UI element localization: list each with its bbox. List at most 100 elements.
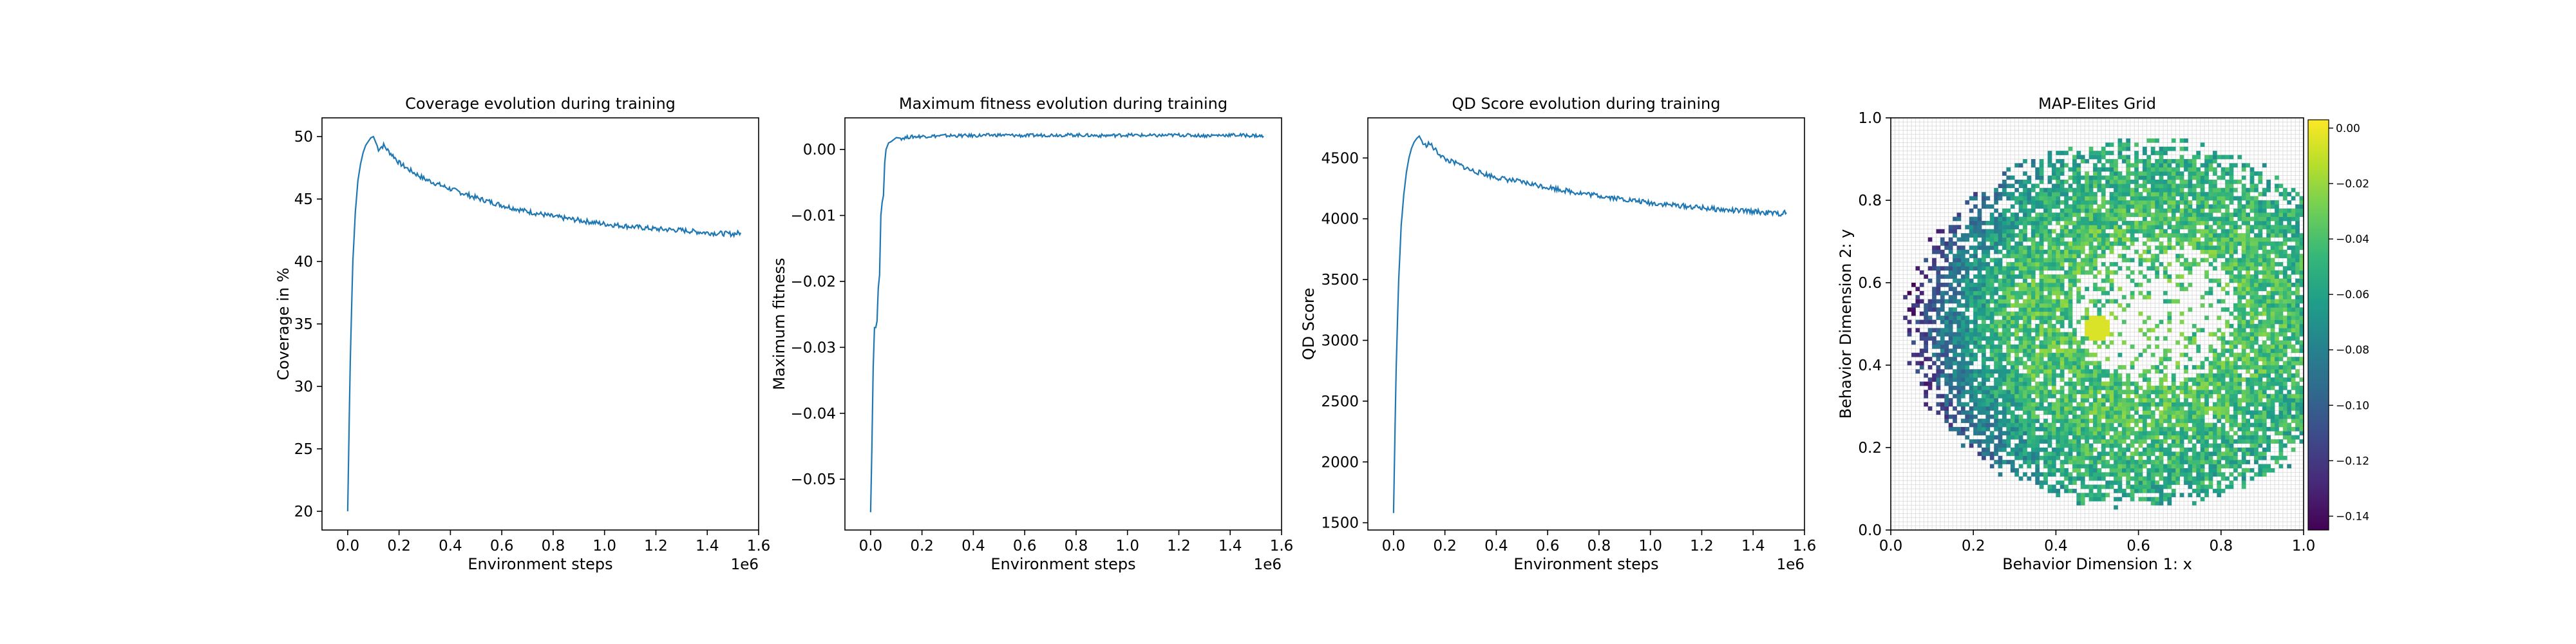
heatmap-cell [1940,393,1945,399]
heatmap-cell [2143,242,2147,246]
heatmap-cell [1994,369,1998,374]
heatmap-cell [2254,184,2259,189]
heatmap-cell [1973,274,1978,279]
heatmap-cell [2043,340,2048,345]
heatmap-cell [2262,406,2267,411]
heatmap-cell [2179,419,2184,423]
heatmap-cell [2266,242,2271,246]
heatmap-cell [1969,410,1974,415]
heatmap-cell [2241,262,2246,267]
heatmap-cell [2237,435,2242,440]
heatmap-cell [2027,398,2032,402]
heatmap-cell [2204,175,2209,180]
heatmap-cell [2167,406,2172,411]
heatmap-cell [2006,348,2011,354]
heatmap-cell [2163,348,2168,354]
heatmap-cell [2027,455,2032,460]
heatmap-cell [1965,266,1970,271]
heatmap-cell [2060,427,2065,431]
heatmap-cell [1948,328,1953,333]
heatmap-cell [2184,393,2188,399]
heatmap-cell [2056,254,2061,258]
heatmap-cell [1932,345,1937,349]
heatmap-cell [2114,476,2118,481]
heatmap-cell [2006,460,2011,464]
heatmap-cell [2097,460,2102,464]
heatmap-cell [2150,213,2155,217]
heatmap-cell [2208,345,2213,349]
heatmap-cell [2138,373,2143,378]
heatmap-cell [2068,184,2073,189]
heatmap-cell [1919,299,1924,304]
heatmap-cell [1953,348,1957,354]
heatmap-cell [2114,242,2118,246]
heatmap-cell [2155,167,2159,172]
heatmap-cell [2171,427,2176,431]
heatmap-cell [2200,249,2205,254]
heatmap-cell [2097,377,2102,382]
heatmap-cell [2060,410,2065,415]
heatmap-cell [1969,262,1974,267]
heatmap-cell [2159,187,2164,193]
heatmap-cell [2278,295,2284,299]
heatmap-cell [1965,290,1970,296]
heatmap-cell [2121,451,2126,457]
heatmap-cell [2233,196,2238,201]
heatmap-cell [2217,386,2222,390]
heatmap-cell [2031,216,2036,222]
heatmap-cell [2246,398,2250,402]
heatmap-cell [2097,311,2102,316]
heatmap-cell [2072,464,2077,469]
heatmap-cell [2134,393,2139,399]
heatmap-cell [2237,410,2242,415]
heatmap-cell [2175,422,2180,428]
heatmap-cell [2179,233,2184,238]
heatmap-cell [2126,493,2131,498]
heatmap-cell [2121,493,2126,498]
heatmap-cell [2163,390,2168,395]
heatmap-cell [1956,270,1962,275]
heatmap-cell [2163,229,2168,234]
heatmap-cell [1932,295,1937,299]
heatmap-cell [1973,427,1978,431]
heatmap-cell [2163,386,2168,390]
heatmap-cell [2051,287,2056,292]
heatmap-cell [2117,187,2123,193]
heatmap-cell [2192,451,2197,457]
heatmap-cell [2051,167,2056,172]
heatmap-cell [2121,406,2126,411]
heatmap-cell [2196,419,2201,423]
heatmap-cell [2117,460,2123,464]
heatmap-cell [1932,319,1937,325]
heatmap-cell [1924,373,1928,378]
heatmap-cell [1989,229,1994,234]
heatmap-cell [1973,311,1978,316]
heatmap-cell [2184,427,2188,431]
heatmap-cell [2101,460,2106,464]
heatmap-cell [1989,307,1994,312]
heatmap-cell [2196,460,2201,464]
heatmap-cell [2184,398,2188,402]
heatmap-cell [2204,484,2209,489]
heatmap-cell [2047,180,2052,184]
heatmap-cell [2126,402,2131,407]
heatmap-cell [1998,410,2003,415]
heatmap-cell [2076,431,2081,436]
heatmap-cell [2229,381,2234,386]
heatmap-cell [2208,155,2213,160]
heatmap-cell [2088,431,2094,436]
heatmap-cell [2088,299,2094,304]
heatmap-cell [2184,167,2188,172]
heatmap-cell [2072,262,2077,267]
heatmap-cell [2031,270,2036,275]
heatmap-cell [2114,163,2118,168]
heatmap-cell [2018,328,2023,333]
heatmap-cell [2179,381,2184,386]
heatmap-cell [2109,480,2114,485]
heatmap-cell [2171,175,2176,180]
heatmap-cell [2006,431,2011,436]
heatmap-cell [2023,393,2027,399]
heatmap-cell [2254,422,2259,428]
heatmap-cell [2192,258,2197,263]
heatmap-cell [2043,196,2048,201]
